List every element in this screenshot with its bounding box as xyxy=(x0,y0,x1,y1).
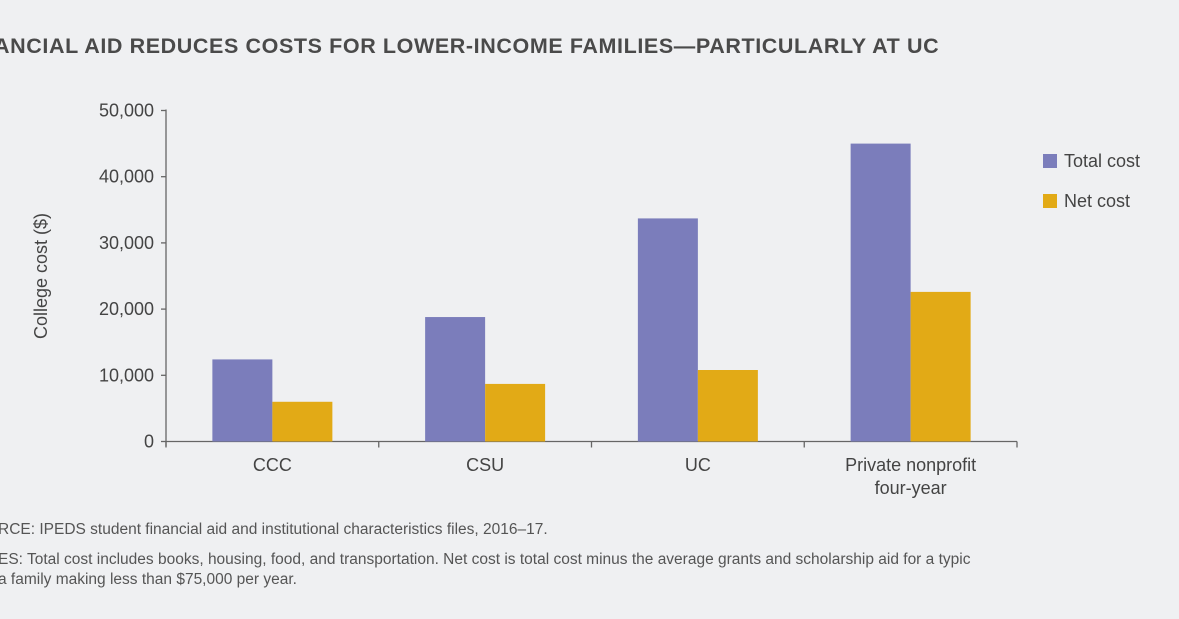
x-tick-label: CCC xyxy=(253,455,292,475)
y-tick-label: 0 xyxy=(144,432,154,452)
source-note: RCE: IPEDS student financial aid and ins… xyxy=(0,521,548,538)
y-tick-label: 50,000 xyxy=(99,101,154,121)
x-tick-label: UC xyxy=(685,455,711,475)
y-tick-label: 10,000 xyxy=(99,365,154,385)
bar-total-cost xyxy=(212,359,273,442)
bar-total-cost xyxy=(637,218,698,442)
x-tick-label: four-year xyxy=(875,478,947,498)
y-axis-label: College cost ($) xyxy=(31,213,51,339)
bar-net-cost xyxy=(697,370,758,442)
bar-total-cost xyxy=(425,317,486,442)
bar-net-cost xyxy=(485,383,546,442)
x-tick-label: CSU xyxy=(466,455,504,475)
y-tick-label: 40,000 xyxy=(99,167,154,187)
bar-net-cost xyxy=(910,291,971,442)
legend-swatch xyxy=(1043,194,1057,208)
x-tick-label: Private nonprofit xyxy=(845,455,976,475)
bar-net-cost xyxy=(272,401,333,442)
legend-label: Total cost xyxy=(1064,151,1140,171)
y-tick-label: 30,000 xyxy=(99,233,154,253)
y-tick-label: 20,000 xyxy=(99,299,154,319)
notes-line-1: ES: Total cost includes books, housing, … xyxy=(0,551,971,568)
notes-line-2: a family making less than $75,000 per ye… xyxy=(0,571,297,588)
bar-total-cost xyxy=(850,143,911,442)
legend-swatch xyxy=(1043,154,1057,168)
chart-title: ANCIAL AID REDUCES COSTS FOR LOWER-INCOM… xyxy=(0,34,940,58)
bar-chart: 0 10,000 20,000 30,000 40,000 50,000 College c… xyxy=(31,101,1140,499)
legend-label: Net cost xyxy=(1064,191,1130,211)
